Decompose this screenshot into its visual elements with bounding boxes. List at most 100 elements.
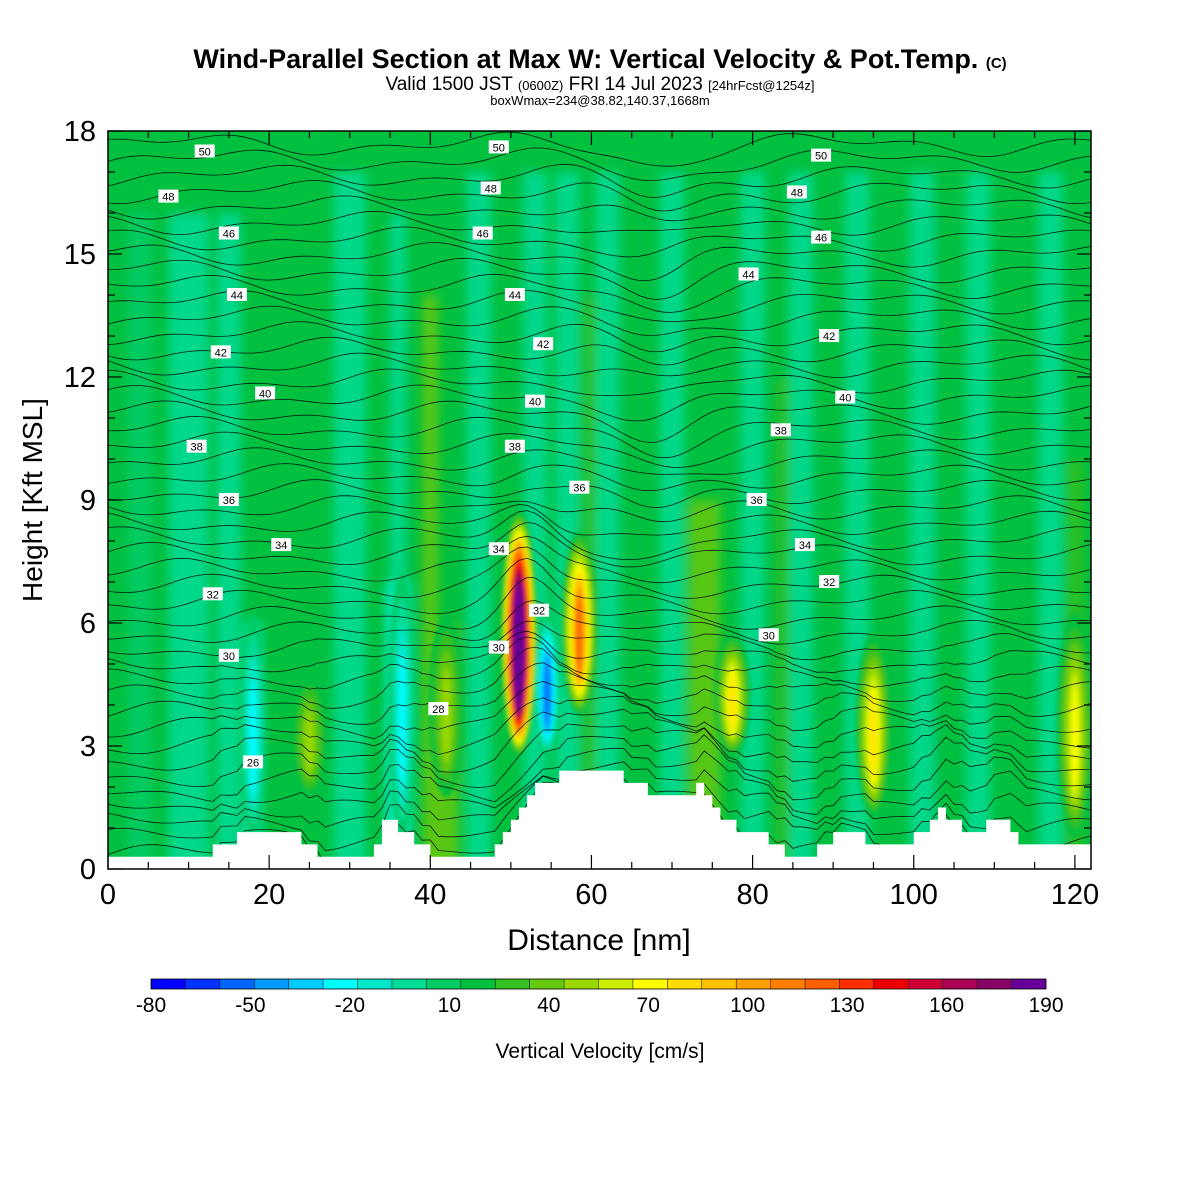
isentrope-line-38 <box>108 242 1091 281</box>
isentrope-line-10 <box>108 646 1091 709</box>
colorbar-swatch-19 <box>805 979 840 989</box>
colorbar-swatch-22 <box>908 979 944 989</box>
svg-text:32: 32 <box>207 589 219 601</box>
colorbar-swatch-8 <box>426 979 462 989</box>
axis-ticks <box>107 130 1091 870</box>
isentrope-line-7 <box>108 696 1091 756</box>
colorbar-swatch-4 <box>288 979 324 989</box>
isentrope-label-15: 40 <box>255 386 276 400</box>
colorbar-swatch-9 <box>460 979 496 989</box>
isentrope-label-2: 50 <box>811 148 832 163</box>
colorbar-swatch-24 <box>977 979 1012 989</box>
isentrope-label-12: 42 <box>210 345 231 359</box>
colorbar-title: Vertical Velocity [cm/s] <box>496 1040 705 1063</box>
svg-text:32: 32 <box>823 577 835 589</box>
svg-text:40: 40 <box>529 397 541 409</box>
isentrope-label-10: 44 <box>504 288 525 302</box>
colorbar-tick-labels: -80 -50 -20 10 40 70 100 130 160 190 <box>136 994 1064 1017</box>
isentrope-line-12 <box>108 630 1091 674</box>
svg-text:40: 40 <box>839 393 851 405</box>
colorbar-tick--20: -20 <box>335 994 365 1017</box>
colorbar-swatch-3 <box>254 979 289 989</box>
isentrope-line-15 <box>108 576 1091 630</box>
svg-text:48: 48 <box>162 192 174 204</box>
colorbar-swatch-10 <box>495 979 530 989</box>
isentrope-line-6 <box>108 708 1091 773</box>
svg-text:46: 46 <box>815 233 827 245</box>
updraft-4-level-3 <box>304 711 314 775</box>
y-tick-label-15: 15 <box>64 239 96 271</box>
x-axis: 0 20 40 60 80 100 120 <box>100 879 1099 911</box>
updraft-1-level-10 <box>576 597 582 674</box>
isentrope-line-40 <box>108 210 1091 236</box>
svg-text:48: 48 <box>485 183 497 195</box>
isentrope-label-8: 46 <box>811 230 832 245</box>
isentrope-label-20: 38 <box>770 423 791 437</box>
y-tick-label-6: 6 <box>80 608 96 640</box>
svg-text:42: 42 <box>823 331 835 343</box>
isentrope-label-27: 32 <box>202 587 223 601</box>
motion-streak-0 <box>128 213 153 869</box>
x-axis-title: Distance [nm] <box>507 924 690 957</box>
isentrope-label-33: 28 <box>428 702 449 716</box>
y-tick-label-12: 12 <box>64 362 96 394</box>
isentrope-line-24 <box>108 463 1091 492</box>
isentrope-label-25: 34 <box>488 542 509 556</box>
svg-text:34: 34 <box>799 540 811 552</box>
colorbar-tick--50: -50 <box>235 994 265 1017</box>
colorbar-swatch-20 <box>839 979 875 989</box>
isentrope-line-18 <box>108 535 1091 584</box>
isentrope-line-11 <box>108 636 1091 690</box>
isentrope-line-32 <box>108 336 1091 366</box>
isentrope-line-31 <box>108 352 1091 378</box>
y-tick-label-3: 3 <box>80 731 96 763</box>
colorbar-tick-130: 130 <box>830 994 865 1017</box>
colorbar-swatch-18 <box>770 979 806 989</box>
motion-streak-18 <box>740 172 765 869</box>
isentrope-label-4: 48 <box>480 181 501 195</box>
isentrope-line-22 <box>108 495 1091 523</box>
isentrope-line-34 <box>108 305 1091 336</box>
x-tick-label-100: 100 <box>890 879 938 911</box>
isentrope-label-7: 46 <box>472 226 493 241</box>
colorbar-swatch-25 <box>1011 979 1047 989</box>
isentrope-label-11: 44 <box>738 267 759 282</box>
colorbar-swatch-16 <box>701 979 737 989</box>
svg-text:44: 44 <box>509 290 521 302</box>
motion-streak-20 <box>788 172 814 869</box>
colorbar-swatch-23 <box>942 979 978 989</box>
svg-text:38: 38 <box>509 442 521 454</box>
motion-streak-14 <box>595 172 620 869</box>
updraft-2-level-6 <box>729 675 736 730</box>
colorbar-swatch-21 <box>873 979 909 989</box>
svg-text:50: 50 <box>199 147 211 159</box>
chart-title-text: Wind-Parallel Section at Max W: Vertical… <box>193 44 979 74</box>
isentrope-label-28: 32 <box>529 603 550 618</box>
isentrope-label-23: 36 <box>746 493 767 507</box>
isentrope-line-8 <box>108 680 1091 740</box>
isentrope-line-5 <box>108 723 1091 788</box>
svg-text:46: 46 <box>223 229 235 241</box>
valid-date: FRI 14 Jul 2023 <box>568 74 703 95</box>
forecast-info: [24hrFcst@1254z] <box>708 78 815 93</box>
svg-text:44: 44 <box>231 290 243 302</box>
isentrope-line-25 <box>108 447 1091 475</box>
isentrope-label-17: 40 <box>835 390 856 405</box>
isentrope-label-19: 38 <box>504 439 525 454</box>
x-tick-label-20: 20 <box>253 879 285 911</box>
svg-text:36: 36 <box>223 495 235 507</box>
downdraft-1-level-3 <box>398 651 406 789</box>
valid-time-utc: (0600Z) <box>517 78 564 93</box>
isentrope-line-4 <box>108 734 1091 803</box>
svg-text:32: 32 <box>533 606 545 618</box>
isentrope-line-30 <box>108 368 1091 397</box>
isentrope-label-9: 44 <box>226 288 247 302</box>
isentrope-line-42 <box>108 180 1091 212</box>
motion-streak-24 <box>909 172 934 869</box>
isentrope-line-17 <box>108 546 1091 599</box>
isentrope-label-13: 42 <box>533 337 554 351</box>
colorbar <box>150 978 1047 990</box>
colorbar-swatch-17 <box>736 979 771 989</box>
svg-text:30: 30 <box>223 651 235 663</box>
svg-text:46: 46 <box>477 229 489 241</box>
